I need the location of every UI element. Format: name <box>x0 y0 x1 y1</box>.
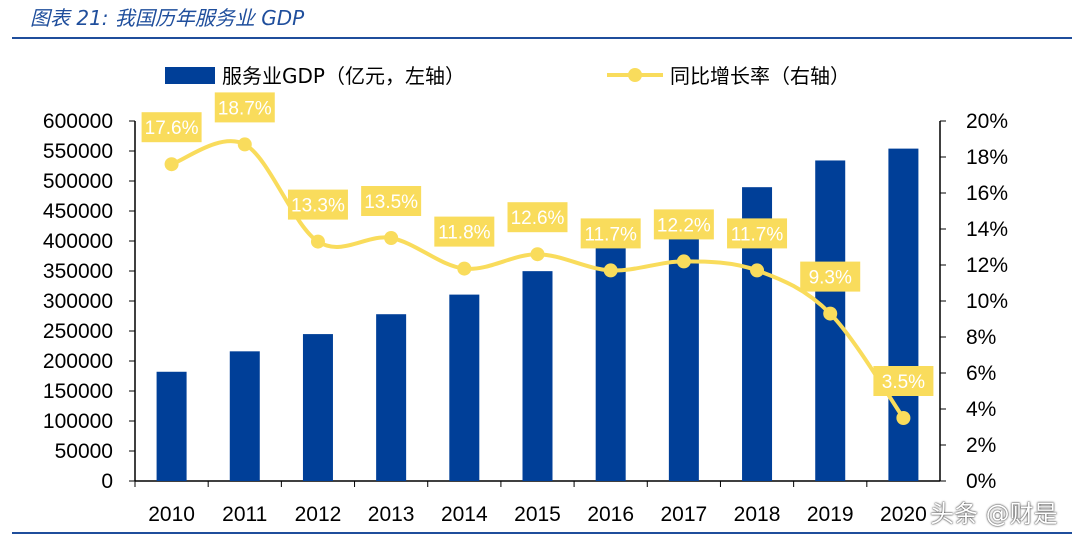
data-label-box <box>287 189 348 220</box>
left-tick-label: 150000 <box>43 380 113 403</box>
x-tick-label: 2015 <box>514 503 561 526</box>
right-tick-label: 10% <box>966 290 1008 313</box>
line-point <box>603 263 618 278</box>
line-point <box>530 247 545 262</box>
data-label-text: 11.8% <box>438 223 491 244</box>
right-tick-label: 8% <box>966 326 996 349</box>
data-label-text: 11.7% <box>584 224 637 245</box>
data-label-text: 11.7% <box>731 224 784 245</box>
line-point <box>164 157 179 172</box>
line-point <box>823 306 838 321</box>
bar <box>449 294 480 481</box>
data-label: 17.6% <box>141 112 202 143</box>
data-label: 12.6% <box>507 202 568 233</box>
data-label-text: 17.6% <box>145 118 199 139</box>
bar <box>595 246 626 481</box>
bar <box>302 334 333 481</box>
x-tick-label: 2017 <box>661 503 708 526</box>
data-label-text: 13.3% <box>291 196 345 217</box>
bar <box>815 160 846 481</box>
data-label: 12.2% <box>653 209 714 240</box>
data-label-box <box>361 186 422 216</box>
watermark: 头条 @财是 <box>930 500 1058 528</box>
legend-line-label: 同比增长率（右轴） <box>670 64 850 88</box>
x-tick-label: 2014 <box>441 503 488 526</box>
legend-bar-swatch <box>165 67 215 84</box>
data-label: 11.7% <box>727 218 788 249</box>
x-tick-label: 2018 <box>734 503 781 526</box>
left-tick-label: 200000 <box>43 350 113 373</box>
line-point <box>896 411 911 425</box>
right-tick-label: 12% <box>966 254 1008 277</box>
data-label-box <box>653 209 714 240</box>
left-tick-label: 0 <box>101 470 113 493</box>
right-tick-label: 20% <box>966 110 1008 133</box>
bar <box>156 371 187 481</box>
left-tick-label: 500000 <box>43 170 113 193</box>
data-label-box <box>434 216 495 247</box>
data-label: 18.7% <box>214 92 275 123</box>
left-tick-label: 350000 <box>43 260 113 283</box>
data-label: 13.5% <box>361 186 422 216</box>
x-tick-label: 2012 <box>295 503 342 526</box>
x-tick-label: 2010 <box>148 503 195 526</box>
data-label-text: 3.5% <box>882 372 925 393</box>
figure-title: 图表 21: 我国历年服务业 GDP <box>30 6 305 30</box>
top-rule <box>12 37 1072 39</box>
data-label-text: 12.2% <box>657 215 711 236</box>
data-label-text: 13.5% <box>364 192 418 213</box>
right-tick-label: 18% <box>966 146 1008 169</box>
data-label-box <box>507 202 568 233</box>
data-label-box <box>800 261 861 292</box>
left-tick-label: 400000 <box>43 230 113 253</box>
data-label: 3.5% <box>873 366 934 396</box>
left-tick-label: 600000 <box>43 110 113 133</box>
right-tick-label: 16% <box>966 182 1008 205</box>
data-label-text: 9.3% <box>809 268 852 289</box>
right-tick-label: 14% <box>966 218 1008 241</box>
legend-bar-label: 服务业GDP（亿元，左轴） <box>222 64 465 88</box>
x-tick-label: 2016 <box>587 503 634 526</box>
bottom-rule <box>12 532 1072 534</box>
line-point <box>237 137 252 152</box>
left-tick-label: 250000 <box>43 320 113 343</box>
line-point <box>384 231 399 245</box>
data-label-box <box>873 366 934 396</box>
data-label: 13.3% <box>287 189 348 220</box>
data-label-box <box>580 218 641 249</box>
line-point <box>750 263 765 278</box>
line-point <box>310 234 325 249</box>
data-label-text: 12.6% <box>511 208 565 229</box>
line-point <box>676 254 691 269</box>
left-tick-label: 550000 <box>43 140 113 163</box>
right-tick-label: 4% <box>966 398 996 421</box>
data-label-box <box>727 218 788 249</box>
x-tick-label: 2013 <box>368 503 415 526</box>
data-label: 9.3% <box>800 261 861 292</box>
right-tick-label: 0% <box>966 470 996 493</box>
bar <box>522 271 553 481</box>
data-label-text: 18.7% <box>218 98 272 119</box>
data-label: 11.8% <box>434 216 495 247</box>
data-label: 11.7% <box>580 218 641 249</box>
bar <box>229 351 260 481</box>
data-label-box <box>214 92 275 123</box>
left-tick-label: 450000 <box>43 200 113 223</box>
bar <box>888 148 919 481</box>
right-tick-label: 6% <box>966 362 996 385</box>
left-tick-label: 50000 <box>55 440 113 463</box>
line-point <box>457 261 472 276</box>
right-tick-label: 2% <box>966 434 996 457</box>
x-tick-label: 2020 <box>880 503 927 526</box>
left-tick-label: 100000 <box>43 410 113 433</box>
left-tick-label: 300000 <box>43 290 113 313</box>
legend-line-marker <box>628 68 642 82</box>
data-label-box <box>141 112 202 143</box>
bar <box>376 314 407 481</box>
x-tick-label: 2011 <box>222 503 267 526</box>
x-tick-label: 2019 <box>807 503 854 526</box>
